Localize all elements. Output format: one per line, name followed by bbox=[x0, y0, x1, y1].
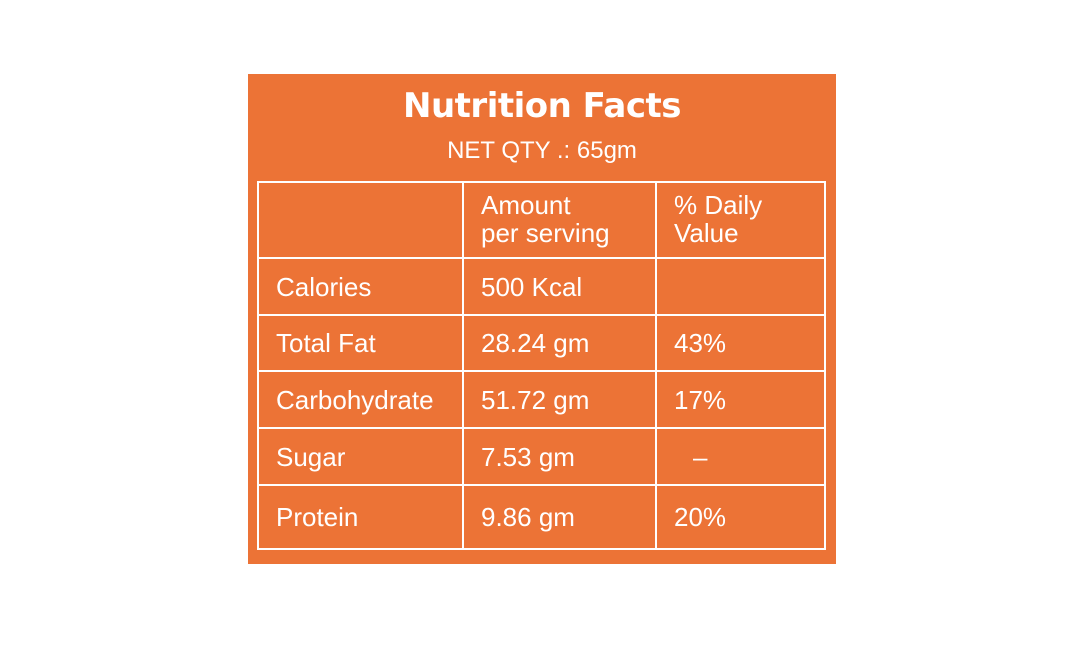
nutrient-name: Protein bbox=[257, 484, 464, 550]
header-nutrient-cell bbox=[257, 181, 464, 259]
nutrient-name: Calories bbox=[257, 257, 464, 316]
header-amount-cell: Amount per serving bbox=[462, 181, 657, 259]
nutrient-name: Total Fat bbox=[257, 314, 464, 372]
nutrient-amount: 7.53 gm bbox=[462, 427, 657, 486]
nutrient-amount: 28.24 gm bbox=[462, 314, 657, 372]
net-quantity: NET QTY .: 65gm bbox=[447, 137, 637, 164]
nutrient-daily-value bbox=[655, 257, 826, 316]
table-header-row: Amount per serving % Daily Value bbox=[257, 181, 826, 259]
header-amount-line2: per serving bbox=[481, 218, 610, 248]
header-amount-line1: Amount bbox=[481, 190, 571, 220]
table-row: Total Fat 28.24 gm 43% bbox=[257, 314, 826, 372]
table-row: Calories 500 Kcal bbox=[257, 257, 826, 316]
nutrient-amount: 51.72 gm bbox=[462, 370, 657, 429]
nutrition-facts-panel: Nutrition Facts NET QTY .: 65gm Amount p… bbox=[248, 74, 836, 564]
nutrient-daily-value: 43% bbox=[655, 314, 826, 372]
nutrient-name: Sugar bbox=[257, 427, 464, 486]
header-daily-line2: Value bbox=[674, 218, 739, 248]
table-row: Carbohydrate 51.72 gm 17% bbox=[257, 370, 826, 429]
nutrient-name: Carbohydrate bbox=[257, 370, 464, 429]
nutrient-amount: 9.86 gm bbox=[462, 484, 657, 550]
table-row: Sugar 7.53 gm – bbox=[257, 427, 826, 486]
header-daily-line1: % Daily bbox=[674, 190, 763, 220]
nutrient-daily-value: 17% bbox=[655, 370, 826, 429]
nutrition-facts-title: Nutrition Facts bbox=[403, 86, 681, 126]
table-row: Protein 9.86 gm 20% bbox=[257, 484, 826, 550]
nutrient-daily-value: – bbox=[655, 427, 826, 486]
nutrient-amount: 500 Kcal bbox=[462, 257, 657, 316]
nutrient-daily-value: 20% bbox=[655, 484, 826, 550]
header-daily-value-cell: % Daily Value bbox=[655, 181, 826, 259]
nutrition-table: Amount per serving % Daily Value Calorie… bbox=[257, 181, 826, 550]
